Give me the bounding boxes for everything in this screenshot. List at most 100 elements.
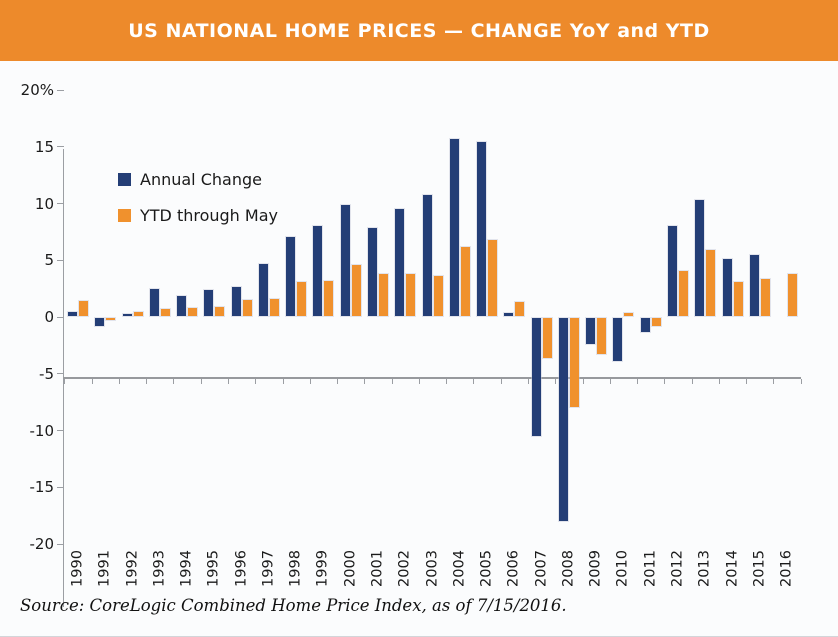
y-axis-tick <box>57 259 64 261</box>
bar-annual-2010 <box>613 318 623 362</box>
legend-item-ytd: YTD through May <box>118 205 278 226</box>
bar-ytd-2008 <box>569 318 579 407</box>
y-axis-tick <box>57 543 64 545</box>
x-axis-tick <box>473 379 475 384</box>
bar-ytd-2004 <box>460 246 470 316</box>
bar-annual-1992 <box>122 313 132 316</box>
bar-ytd-2003 <box>433 276 443 316</box>
x-axis-year-label: 1993 <box>151 550 168 587</box>
y-axis-tick <box>57 316 64 318</box>
y-axis-tick <box>57 430 64 431</box>
bar-annual-2013 <box>695 200 705 316</box>
bar-ytd-2009 <box>597 318 607 355</box>
bar-annual-2014 <box>722 259 732 317</box>
bar-ytd-2000 <box>351 264 361 316</box>
x-axis-tick <box>582 379 584 384</box>
bar-ytd-1997 <box>269 299 279 316</box>
x-axis-tick <box>800 379 802 384</box>
bar-annual-2000 <box>340 204 350 316</box>
x-axis-tick <box>718 379 720 384</box>
x-axis-year-label: 2000 <box>342 550 359 587</box>
legend-label-ytd: YTD through May <box>140 206 278 225</box>
x-axis-tick <box>118 379 120 384</box>
x-axis-tick <box>282 379 284 384</box>
bar-annual-1993 <box>149 288 159 316</box>
legend-label-annual-change: Annual Change <box>140 170 262 189</box>
x-axis-tick <box>418 379 420 384</box>
x-axis-tick <box>664 379 666 384</box>
bar-ytd-2011 <box>651 318 661 326</box>
bar-ytd-1999 <box>324 280 334 316</box>
x-axis-tick <box>609 379 611 384</box>
bar-annual-1996 <box>231 286 241 316</box>
bar-ytd-2010 <box>624 312 634 316</box>
bar-annual-2015 <box>749 254 759 316</box>
bar-ytd-1992 <box>133 311 143 316</box>
x-axis-year-label: 2001 <box>369 550 386 587</box>
bar-annual-1995 <box>204 289 214 316</box>
chart-title: US NATIONAL HOME PRICES — CHANGE YoY and… <box>128 19 710 42</box>
x-axis-year-label: 1990 <box>69 550 86 587</box>
x-axis-tick <box>64 379 66 384</box>
x-axis-year-label: 1992 <box>124 550 140 587</box>
x-axis-year-label: 2011 <box>642 550 659 587</box>
bar-ytd-2015 <box>760 278 770 316</box>
x-axis-tick <box>337 379 339 384</box>
annual-change-swatch-icon <box>118 173 131 186</box>
legend-item-annual-change: Annual Change <box>118 169 278 190</box>
bar-annual-1994 <box>177 295 187 316</box>
bar-annual-1990 <box>68 311 77 316</box>
x-axis-year-label: 2002 <box>396 550 413 587</box>
bar-annual-2008 <box>558 318 568 522</box>
x-axis-tick <box>228 379 229 384</box>
bar-annual-2012 <box>667 226 677 316</box>
bar-annual-2009 <box>586 318 596 345</box>
x-axis-year-label: 1998 <box>287 550 304 587</box>
bar-ytd-1990 <box>79 301 88 316</box>
x-axis-year-label: 1996 <box>233 550 250 587</box>
bar-chart: 20% 15 10 5 0 -5 -10 -15 -20 1990 1991 1992 1993 1994… <box>0 61 838 607</box>
x-axis-year-label: 2014 <box>724 550 740 587</box>
x-axis-year-label: 2003 <box>424 550 440 587</box>
bar-ytd-1994 <box>188 308 198 316</box>
bar-ytd-1993 <box>160 309 170 316</box>
x-axis-year-label: 1995 <box>205 550 222 587</box>
bar-ytd-2012 <box>678 270 688 316</box>
y-axis-tick <box>57 146 64 148</box>
y-axis-label: -10 <box>29 421 55 440</box>
bar-annual-1999 <box>313 226 323 316</box>
source-citation: Source: CoreLogic Combined Home Price In… <box>20 596 567 615</box>
bar-annual-2004 <box>449 138 459 316</box>
x-axis-tick <box>555 379 557 384</box>
y-axis-label: -5 <box>39 364 54 383</box>
x-axis-tick <box>391 379 393 384</box>
x-axis-year-label: 2015 <box>751 550 768 587</box>
bar-annual-2005 <box>477 142 487 316</box>
x-axis-zero-line <box>63 377 801 379</box>
x-axis-year-label: 2010 <box>614 550 631 587</box>
bar-annual-1991 <box>95 318 105 326</box>
x-axis-year-label: 2004 <box>451 550 468 587</box>
bar-ytd-2016 <box>788 274 797 316</box>
x-axis-tick <box>309 379 311 384</box>
y-axis-label: 20% <box>20 81 54 99</box>
y-axis-tick <box>57 373 64 375</box>
bar-ytd-2014 <box>733 281 743 316</box>
x-axis-tick <box>255 379 257 384</box>
y-axis-label: 10 <box>34 194 54 213</box>
x-axis-year-label: 1997 <box>260 550 277 587</box>
x-axis-tick <box>500 379 502 384</box>
bar-annual-1998 <box>286 236 296 317</box>
bar-ytd-2013 <box>706 250 716 316</box>
x-axis-tick <box>746 379 748 384</box>
bar-ytd-2005 <box>488 240 498 316</box>
x-axis-tick <box>691 379 693 384</box>
y-axis-label: 5 <box>44 251 54 270</box>
x-axis-tick <box>146 379 148 384</box>
bar-ytd-2006 <box>515 302 525 316</box>
x-axis-tick <box>773 379 775 384</box>
y-axis-tick <box>57 203 64 204</box>
bar-ytd-2007 <box>542 318 552 358</box>
y-axis-label: 15 <box>34 137 54 156</box>
bar-ytd-2002 <box>406 274 416 316</box>
